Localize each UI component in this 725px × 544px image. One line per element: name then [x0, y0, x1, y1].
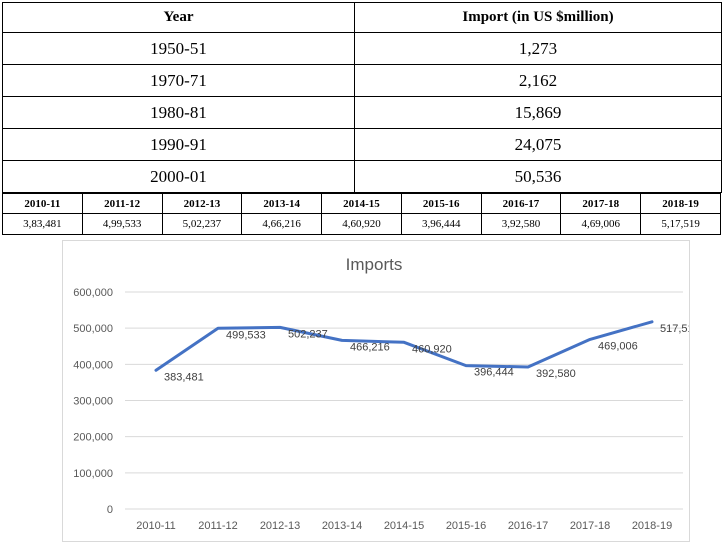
year-value-cell: 5,17,519: [640, 213, 721, 235]
table-row: 2000-01 50,536: [2, 160, 722, 193]
data-label: 502,237: [288, 328, 328, 340]
year-cell: 2000-01: [2, 160, 355, 193]
year-value-cell: 4,69,006: [560, 213, 642, 235]
imports-line-chart: Imports 0 100,000 200,000 300,000 400,000 500…: [73, 255, 689, 532]
y-tick-label: 500,000: [73, 323, 113, 335]
x-tick-label: 2017-18: [570, 520, 610, 532]
year-header-cell: 2013-14: [241, 193, 323, 214]
table-row: 1980-81 15,869: [2, 96, 722, 129]
x-tick-label: 2012-13: [260, 520, 300, 532]
year-cell: 1980-81: [2, 96, 355, 129]
data-labels: 383,481 499,533 502,237 466,216 460,920 396,4…: [164, 323, 689, 383]
gridlines: [125, 291, 683, 510]
table-row: 1950-51 1,273: [2, 32, 722, 65]
import-cell: 2,162: [354, 64, 722, 97]
x-tick-label: 2016-17: [508, 520, 548, 532]
y-axis-ticks: 0 100,000 200,000 300,000 400,000 500,000 600,…: [73, 287, 113, 516]
x-tick-label: 2015-16: [446, 520, 486, 532]
year-value-cell: 4,66,216: [241, 213, 323, 235]
year-cell: 1990-91: [2, 128, 355, 161]
data-label: 466,216: [350, 341, 390, 353]
year-header-cell: 2012-13: [161, 193, 243, 214]
import-history-table: Year Import (in US $million) 1950-51 1,2…: [2, 2, 722, 193]
year-header-cell: 2016-17: [480, 193, 562, 214]
data-label: 396,444: [474, 367, 514, 379]
year-header-cell: 2015-16: [400, 193, 482, 214]
x-tick-label: 2013-14: [322, 520, 362, 532]
x-tick-label: 2011-12: [198, 520, 238, 532]
import-cell: 15,869: [354, 96, 722, 129]
import-cell: 1,273: [354, 32, 722, 65]
x-axis-ticks: 2010-11 2011-12 2012-13 2013-14 2014-15 2015-…: [136, 520, 672, 532]
y-tick-label: 600,000: [73, 287, 113, 299]
year-header-row: 2010-11 2011-12 2012-13 2013-14 2014-15 …: [2, 193, 721, 214]
y-tick-label: 300,000: [73, 396, 113, 408]
year-header-cell: 2014-15: [321, 193, 402, 214]
series-line: [154, 320, 654, 372]
data-label: 460,920: [412, 343, 452, 355]
series-line-imports: [154, 320, 654, 372]
y-tick-label: 100,000: [73, 468, 113, 480]
import-cell: 50,536: [354, 160, 722, 193]
year-value-cell: 4,60,920: [321, 213, 402, 235]
year-value-cell: 5,02,237: [161, 213, 243, 235]
x-tick-label: 2018-19: [632, 520, 672, 532]
year-value-cell: 4,99,533: [81, 213, 163, 235]
year-value-cell: 3,83,481: [2, 213, 83, 235]
year-value-cell: 3,96,444: [400, 213, 482, 235]
year-value-cell: 3,92,580: [480, 213, 562, 235]
year-header-cell: 2018-19: [640, 193, 721, 214]
year-header-cell: 2011-12: [81, 193, 163, 214]
data-label: 383,481: [164, 371, 204, 383]
table-row: 1970-71 2,162: [2, 64, 722, 97]
data-label: 517,519: [660, 323, 689, 335]
x-tick-label: 2014-15: [384, 520, 424, 532]
data-label: 469,006: [598, 340, 638, 352]
yearly-import-table: 2010-11 2011-12 2012-13 2013-14 2014-15 …: [2, 193, 721, 235]
data-label: 499,533: [226, 329, 266, 341]
table-row: 1990-91 24,075: [2, 128, 722, 161]
y-tick-label: 200,000: [73, 432, 113, 444]
y-tick-label: 0: [107, 504, 113, 516]
year-value-row: 3,83,481 4,99,533 5,02,237 4,66,216 4,60…: [2, 213, 721, 235]
import-header: Import (in US $million): [354, 2, 722, 33]
y-tick-label: 400,000: [73, 359, 113, 371]
x-tick-label: 2010-11: [136, 520, 176, 532]
table-header-row: Year Import (in US $million): [2, 2, 722, 33]
chart-title: Imports: [346, 255, 403, 274]
year-header-cell: 2017-18: [560, 193, 642, 214]
data-label: 392,580: [536, 368, 576, 380]
year-header: Year: [2, 2, 355, 33]
year-cell: 1950-51: [2, 32, 355, 65]
year-header-cell: 2010-11: [2, 193, 83, 214]
import-cell: 24,075: [354, 128, 722, 161]
imports-chart: Imports 0 100,000 200,000 300,000 400,000 500…: [62, 240, 690, 542]
year-cell: 1970-71: [2, 64, 355, 97]
